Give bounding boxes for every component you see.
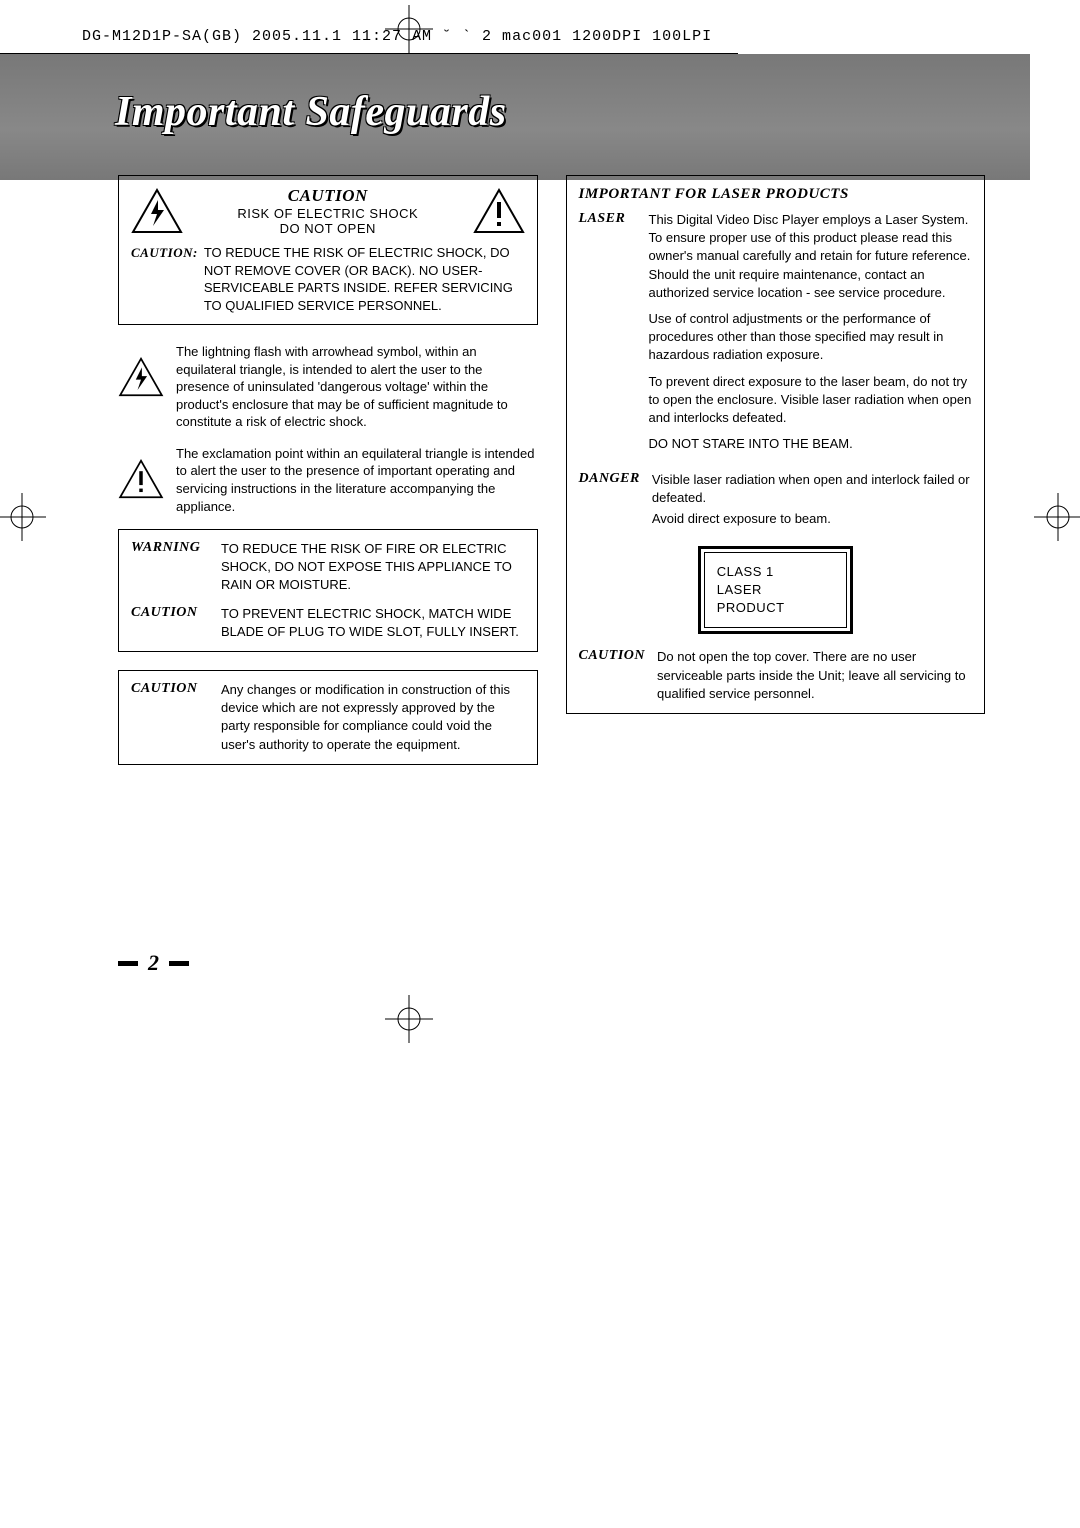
class1-laser-badge: CLASS 1 LASER PRODUCT <box>698 546 853 635</box>
exclamation-triangle-icon <box>118 459 164 499</box>
danger-p2: Avoid direct exposure to beam. <box>652 510 972 528</box>
laser-p4: DO NOT STARE INTO THE BEAM. <box>649 435 973 453</box>
class1-line1: CLASS 1 <box>717 563 834 581</box>
page-title: Important Safeguards <box>115 88 507 136</box>
warning-text: TO REDUCE THE RISK OF FIRE OR ELECTRIC S… <box>221 540 525 595</box>
exclamation-triangle-icon <box>473 188 525 234</box>
exclamation-explanation-text: The exclamation point within an equilate… <box>176 445 538 515</box>
page-number-value: 2 <box>148 950 159 976</box>
crop-mark-right <box>1034 493 1080 541</box>
exclamation-explanation: The exclamation point within an equilate… <box>118 445 538 515</box>
print-header-line: DG-M12D1P-SA(GB) 2005.11.1 11:27 AM ˘ ` … <box>82 28 712 45</box>
crop-mark-left <box>0 493 46 541</box>
fcc-caution-label: CAUTION <box>131 681 209 754</box>
laser-label: LASER <box>579 211 637 461</box>
content-columns: CAUTION RISK OF ELECTRIC SHOCK DO NOT OP… <box>118 175 985 783</box>
lightning-triangle-icon <box>118 357 164 397</box>
caution-box-top: CAUTION RISK OF ELECTRIC SHOCK DO NOT OP… <box>118 175 538 325</box>
risk-line-2: DO NOT OPEN <box>189 221 467 236</box>
page-number-dash-right <box>169 961 189 966</box>
laser-p3: To prevent direct exposure to the laser … <box>649 373 973 428</box>
caution-note-label: CAUTION: <box>131 244 198 314</box>
caution-note-text: TO REDUCE THE RISK OF ELECTRIC SHOCK, DO… <box>204 244 525 314</box>
lightning-explanation-text: The lightning flash with arrowhead symbo… <box>176 343 538 431</box>
lightning-triangle-icon <box>131 188 183 234</box>
danger-label: DANGER <box>579 471 640 536</box>
page-number-dash-left <box>118 961 138 966</box>
laser-caution-label: CAUTION <box>579 648 646 703</box>
right-column: IMPORTANT FOR LASER PRODUCTS LASER This … <box>566 175 986 783</box>
laser-products-box: IMPORTANT FOR LASER PRODUCTS LASER This … <box>566 175 986 714</box>
warning-label: WARNING <box>131 540 209 595</box>
page-number: 2 <box>118 950 189 976</box>
caution-title: CAUTION <box>189 186 467 206</box>
caution-plug-label: CAUTION <box>131 605 209 641</box>
danger-p1: Visible laser radiation when open and in… <box>652 471 972 507</box>
laser-p2: Use of control adjustments or the perfor… <box>649 310 973 365</box>
laser-p1: This Digital Video Disc Player employs a… <box>649 211 973 302</box>
laser-caution-text: Do not open the top cover. There are no … <box>657 648 972 703</box>
fcc-caution-text: Any changes or modification in construct… <box>221 681 525 754</box>
warning-caution-box: WARNING TO REDUCE THE RISK OF FIRE OR EL… <box>118 529 538 652</box>
fcc-caution-box: CAUTION Any changes or modification in c… <box>118 670 538 765</box>
risk-line-1: RISK OF ELECTRIC SHOCK <box>189 206 467 221</box>
laser-heading: IMPORTANT FOR LASER PRODUCTS <box>579 186 973 203</box>
caution-plug-text: TO PREVENT ELECTRIC SHOCK, MATCH WIDE BL… <box>221 605 525 641</box>
left-column: CAUTION RISK OF ELECTRIC SHOCK DO NOT OP… <box>118 175 538 783</box>
lightning-explanation: The lightning flash with arrowhead symbo… <box>118 343 538 431</box>
crop-mark-bottom <box>385 995 433 1043</box>
class1-line2: LASER PRODUCT <box>717 581 834 617</box>
